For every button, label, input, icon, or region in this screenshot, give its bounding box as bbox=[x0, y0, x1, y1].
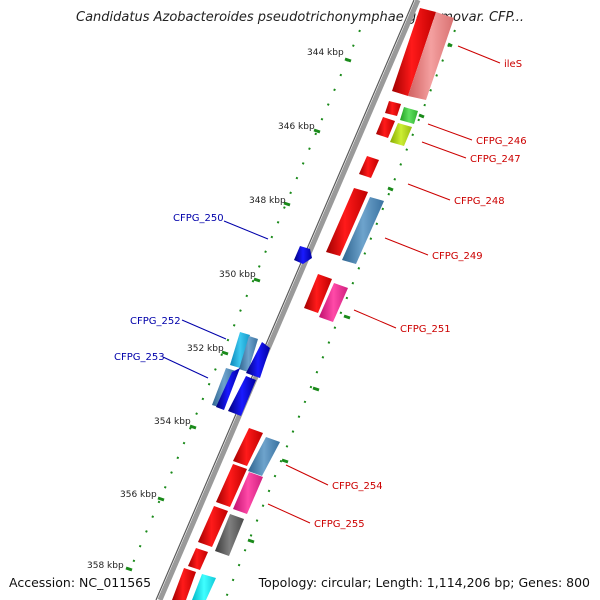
tick-label: 344 kbp bbox=[307, 48, 344, 58]
gene-label[interactable]: CFPG_249 bbox=[432, 251, 483, 262]
gene-feature[interactable] bbox=[376, 117, 395, 138]
major-ticks bbox=[125, 42, 453, 572]
tick-mark bbox=[313, 128, 321, 134]
tick-mark bbox=[253, 277, 261, 283]
gene-label[interactable]: CFPG_253 bbox=[114, 352, 165, 363]
tick-mark bbox=[387, 186, 394, 192]
gene-label[interactable]: ileS bbox=[504, 59, 522, 70]
tick-label: 356 kbp bbox=[120, 490, 157, 500]
gene-feature[interactable] bbox=[248, 437, 280, 476]
gene-feature[interactable] bbox=[246, 342, 270, 378]
leader-line bbox=[267, 503, 311, 524]
gene-feature[interactable] bbox=[359, 156, 379, 178]
leader-line bbox=[162, 356, 209, 379]
leader-line bbox=[223, 220, 269, 240]
gene-feature[interactable] bbox=[326, 188, 368, 256]
tick-mark bbox=[281, 458, 289, 464]
leader-line bbox=[353, 309, 397, 329]
gene-label[interactable]: CFPG_252 bbox=[130, 316, 181, 327]
tick-label: 346 kbp bbox=[278, 122, 315, 132]
leader-line bbox=[181, 319, 227, 340]
tick-mark bbox=[418, 113, 425, 119]
gene-feature[interactable] bbox=[192, 574, 216, 600]
genome-backbone-shadow bbox=[155, 0, 415, 600]
tick-mark bbox=[312, 386, 320, 392]
gene-feature[interactable] bbox=[304, 274, 332, 313]
tick-mark bbox=[125, 566, 133, 572]
gene-feature[interactable] bbox=[230, 332, 250, 368]
gene-label[interactable]: CFPG_250 bbox=[173, 213, 224, 224]
gene-feature[interactable] bbox=[400, 107, 418, 124]
gene-feature[interactable] bbox=[172, 568, 196, 600]
leader-line bbox=[384, 237, 429, 256]
tick-label: 354 kbp bbox=[154, 417, 191, 427]
gene-label[interactable]: CFPG_255 bbox=[314, 519, 365, 530]
gene-feature[interactable] bbox=[198, 506, 228, 547]
gene-label[interactable]: CFPG_254 bbox=[332, 481, 383, 492]
accession-text: Accession: NC_011565 bbox=[9, 575, 152, 590]
forward-strand-features bbox=[172, 8, 454, 600]
tick-label: 358 kbp bbox=[87, 561, 124, 571]
tick-mark bbox=[157, 496, 165, 502]
gene-feature[interactable] bbox=[233, 472, 263, 514]
gene-feature[interactable] bbox=[294, 246, 312, 264]
gene-feature[interactable] bbox=[392, 8, 436, 96]
tick-label: 348 kbp bbox=[249, 196, 286, 206]
gene-feature[interactable] bbox=[385, 101, 401, 116]
tick-mark bbox=[189, 424, 197, 430]
gene-label[interactable]: CFPG_248 bbox=[454, 196, 505, 207]
reverse-strand-features bbox=[212, 246, 312, 416]
gene-feature[interactable] bbox=[215, 514, 244, 556]
gene-feature[interactable] bbox=[319, 283, 348, 322]
gene-label[interactable]: CFPG_246 bbox=[476, 136, 527, 147]
tick-label: 352 kbp bbox=[187, 344, 224, 354]
tick-mark bbox=[344, 57, 352, 63]
gene-feature[interactable] bbox=[408, 12, 454, 100]
label-leader-lines bbox=[162, 45, 501, 524]
gene-feature[interactable] bbox=[216, 368, 240, 410]
gene-feature[interactable] bbox=[390, 123, 412, 146]
topology-text: Topology: circular; Length: 1,114,206 bp… bbox=[258, 575, 590, 590]
gene-label[interactable]: CFPG_247 bbox=[470, 154, 521, 165]
gene-feature[interactable] bbox=[233, 428, 263, 466]
leader-line bbox=[407, 183, 451, 201]
gene-label[interactable]: CFPG_251 bbox=[400, 324, 451, 335]
tick-mark bbox=[247, 538, 255, 544]
tick-labels: 344 kbp 346 kbp 348 kbp 350 kbp 352 kbp … bbox=[87, 48, 344, 571]
leader-line bbox=[285, 464, 329, 486]
leader-line bbox=[427, 123, 473, 141]
inner-tick-ring bbox=[129, 29, 361, 571]
leader-line bbox=[457, 45, 501, 64]
gene-labels: ileS CFPG_246 CFPG_247 CFPG_248 CFPG_249… bbox=[114, 59, 527, 530]
gene-feature[interactable] bbox=[239, 336, 258, 372]
leader-line bbox=[421, 141, 467, 159]
gene-feature[interactable] bbox=[342, 197, 384, 264]
tick-mark bbox=[283, 201, 291, 207]
outer-tick-ring bbox=[224, 29, 456, 600]
genome-backbone bbox=[157, 0, 421, 600]
gene-feature[interactable] bbox=[216, 464, 247, 507]
tick-mark bbox=[221, 350, 229, 356]
tick-mark bbox=[343, 314, 351, 320]
gene-feature[interactable] bbox=[188, 548, 208, 570]
tick-label: 350 kbp bbox=[219, 270, 256, 280]
gene-feature[interactable] bbox=[228, 376, 256, 416]
tick-mark bbox=[447, 42, 453, 48]
